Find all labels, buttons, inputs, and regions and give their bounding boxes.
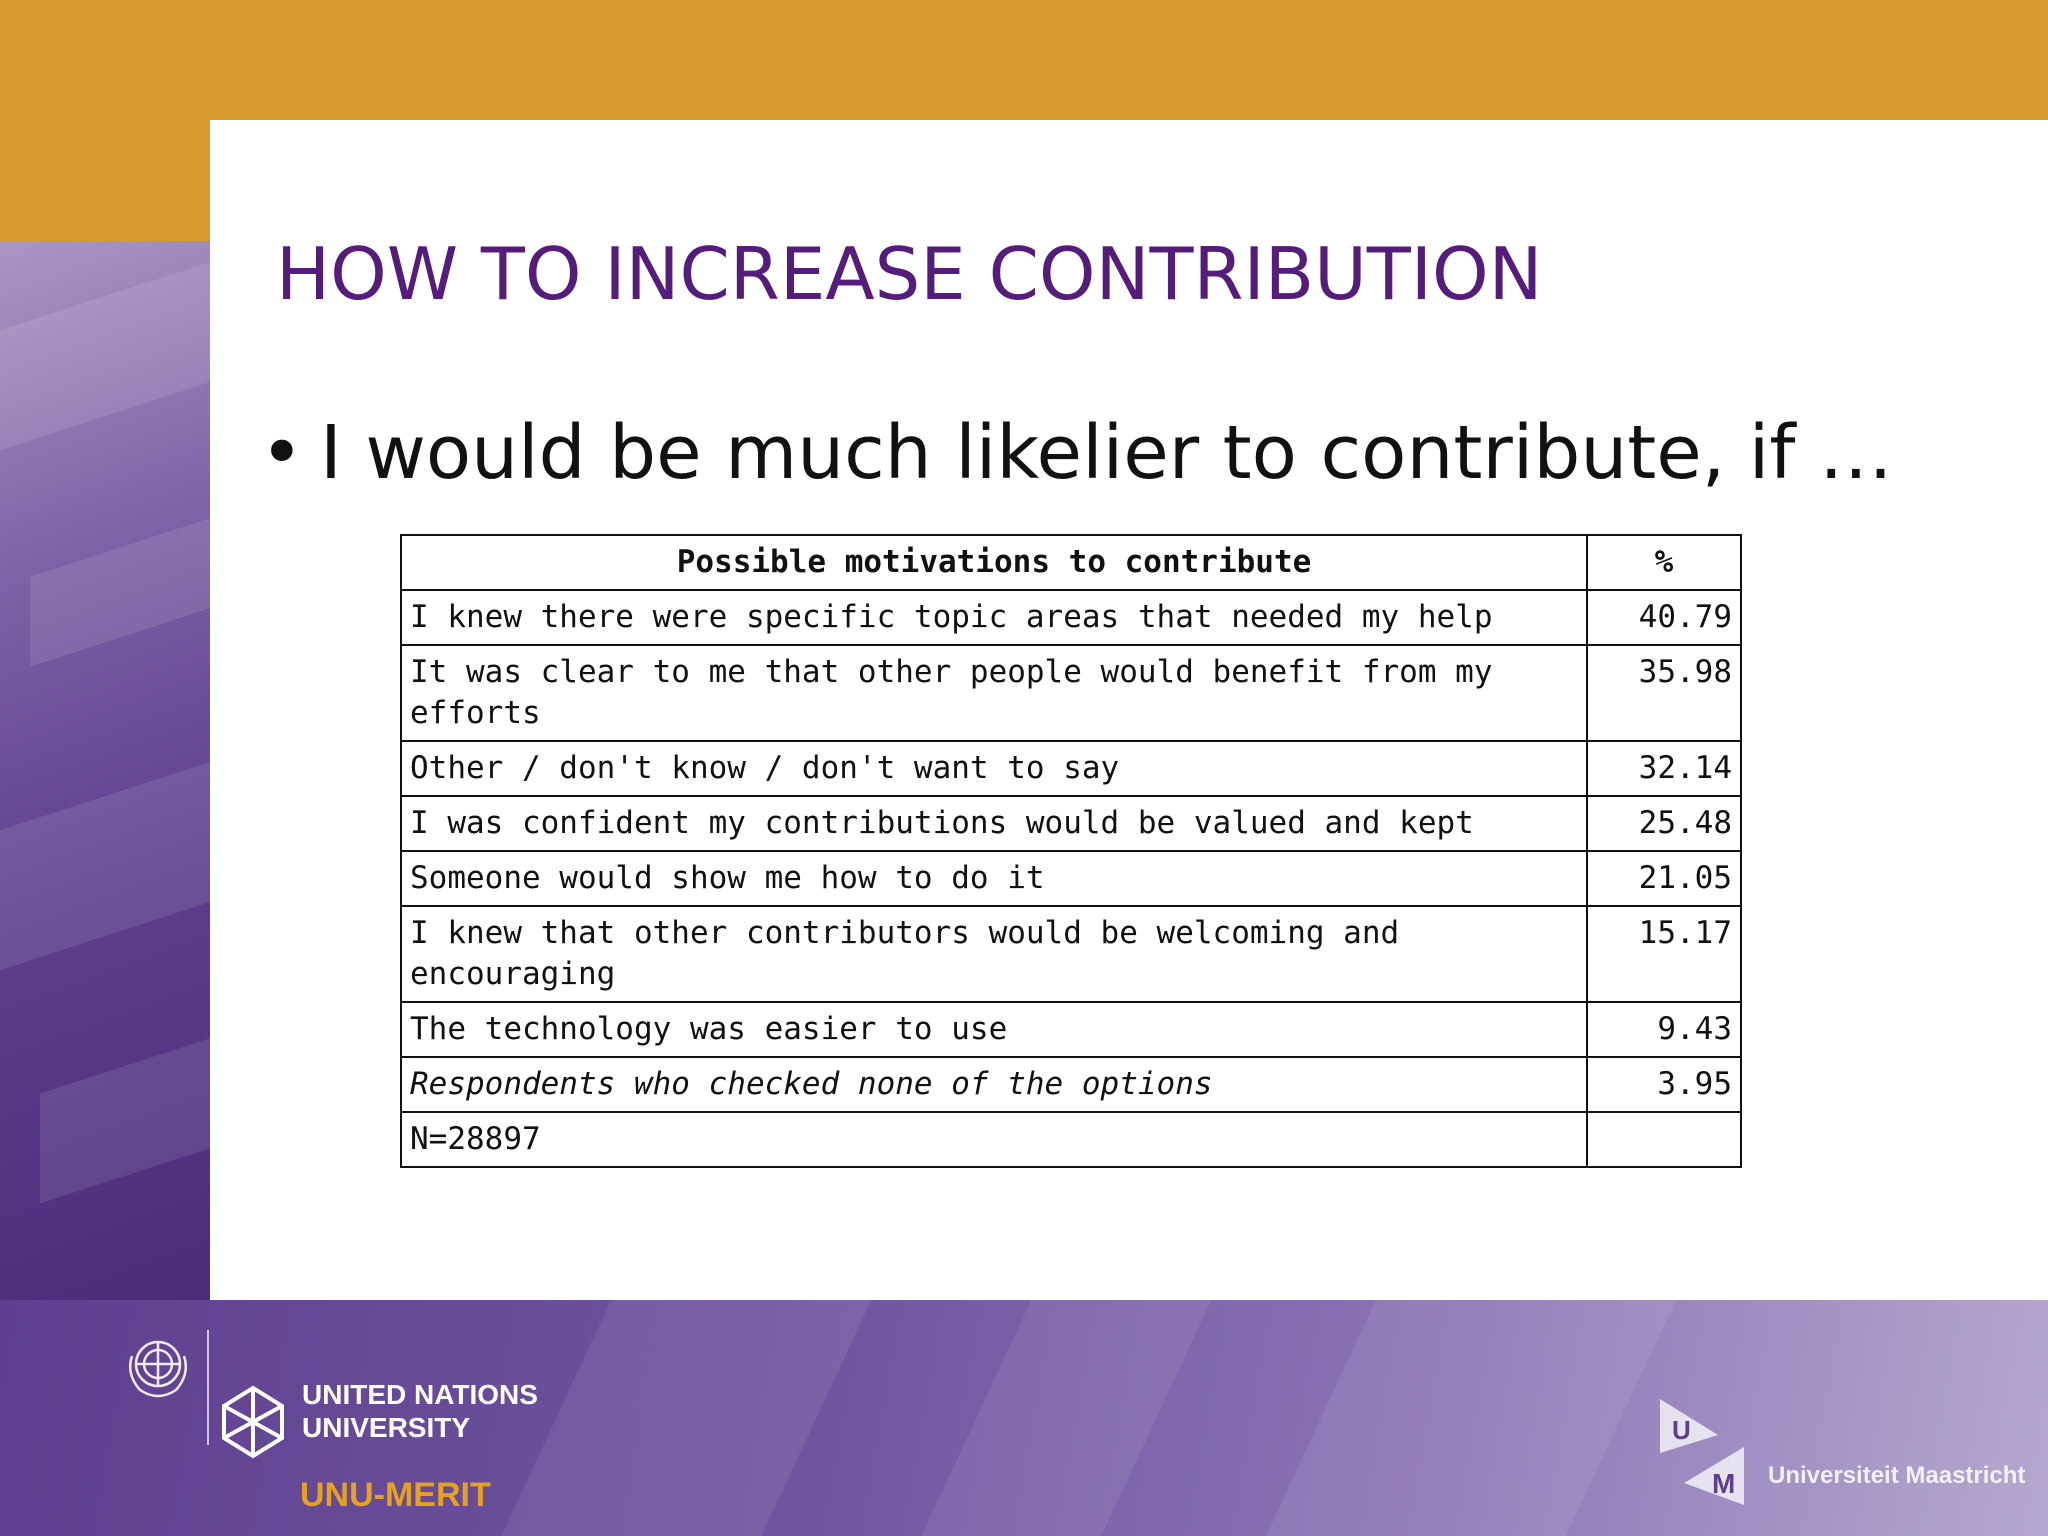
table-header-row: Possible motivations to contribute %: [400, 534, 1742, 591]
table-row: It was clear to me that other people wou…: [400, 644, 1742, 742]
row-label: Someone would show me how to do it: [400, 850, 1588, 907]
unu-name-line1: UNITED NATIONS: [302, 1379, 538, 1410]
unu-name: UNITED NATIONS UNIVERSITY: [302, 1378, 538, 1444]
row-label: I knew there were specific topic areas t…: [400, 589, 1588, 646]
row-label: Respondents who checked none of the opti…: [400, 1056, 1588, 1113]
row-percent: 21.05: [1586, 850, 1742, 907]
header-motivations: Possible motivations to contribute: [400, 534, 1588, 591]
table-row: Respondents who checked none of the opti…: [400, 1056, 1742, 1113]
slide-title: HOW TO INCREASE CONTRIBUTION: [276, 232, 1543, 316]
unu-merit-label: UNU-MERIT: [300, 1476, 491, 1514]
row-label: Other / don't know / don't want to say: [400, 740, 1588, 797]
unu-name-line2: UNIVERSITY: [302, 1412, 471, 1443]
um-letter-m: M: [1712, 1468, 1735, 1499]
header-percent: %: [1586, 534, 1742, 591]
table-row: I knew that other contributors would be …: [400, 905, 1742, 1003]
table-row: Other / don't know / don't want to say 3…: [400, 740, 1742, 797]
unu-logo-icon: [222, 1385, 284, 1459]
um-letter-u: U: [1672, 1415, 1691, 1445]
row-label: I was confident my contributions would b…: [400, 795, 1588, 852]
row-percent: 15.17: [1586, 905, 1742, 1003]
row-percent: 9.43: [1586, 1001, 1742, 1058]
table-row-sample-size: N=28897: [400, 1111, 1742, 1168]
table-row: The technology was easier to use 9.43: [400, 1001, 1742, 1058]
bottom-decorative-band: [0, 1300, 2048, 1536]
row-percent: [1586, 1111, 1742, 1168]
footer-divider: [207, 1330, 209, 1445]
row-label: The technology was easier to use: [400, 1001, 1588, 1058]
row-percent: 3.95: [1586, 1056, 1742, 1113]
um-logo-icon: U M: [1660, 1399, 1744, 1505]
um-name: Universiteit Maastricht: [1768, 1462, 2026, 1489]
motivations-table: Possible motivations to contribute % I k…: [400, 534, 1742, 1168]
sample-size-label: N=28897: [400, 1111, 1588, 1168]
bullet-item: • I would be much likelier to contribute,…: [260, 410, 1893, 496]
left-decorative-band: [0, 241, 210, 1300]
row-percent: 35.98: [1586, 644, 1742, 742]
row-percent: 25.48: [1586, 795, 1742, 852]
un-emblem-icon: [129, 1340, 187, 1398]
bullet-text: I would be much likelier to contribute, …: [320, 410, 1893, 496]
table-row: I was confident my contributions would b…: [400, 795, 1742, 852]
table-row: I knew there were specific topic areas t…: [400, 589, 1742, 646]
slide-content: HOW TO INCREASE CONTRIBUTION • I would be…: [210, 120, 2048, 1300]
row-label: I knew that other contributors would be …: [400, 905, 1588, 1003]
bullet-marker: •: [260, 410, 304, 496]
row-percent: 40.79: [1586, 589, 1742, 646]
table-row: Someone would show me how to do it 21.05: [400, 850, 1742, 907]
row-percent: 32.14: [1586, 740, 1742, 797]
row-label: It was clear to me that other people wou…: [400, 644, 1588, 742]
